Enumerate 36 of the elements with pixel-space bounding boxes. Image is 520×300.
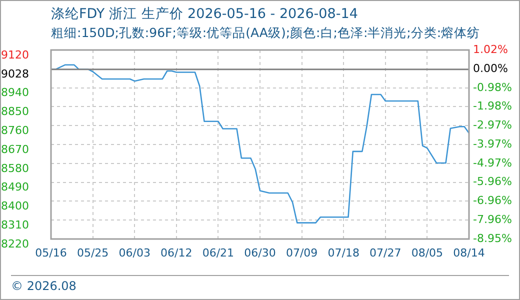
y2-tick-label: 0.00% (473, 62, 508, 76)
x-tick-label: 07/09 (286, 246, 318, 260)
y-tick-label: 8850 (1, 105, 29, 118)
y-tick-label: 8940 (1, 86, 29, 100)
y2-tick-label: -2.97% (473, 118, 512, 132)
y-tick-label: 8760 (1, 124, 29, 137)
x-tick-label: 06/03 (118, 246, 150, 260)
y2-tick-label: -8.95% (473, 232, 512, 245)
x-tick-label: 08/05 (411, 246, 444, 260)
text: © 2026.08 (11, 275, 509, 293)
y-tick-label: 8580 (1, 162, 29, 175)
y-tick-label: 8490 (1, 180, 29, 194)
x-tick-label: 07/27 (370, 246, 402, 260)
x-tick-label: 06/30 (244, 246, 276, 260)
y-tick-label: 8310 (1, 218, 29, 232)
x-tick-label: 05/16 (35, 246, 67, 260)
x-tick-label: 07/18 (328, 246, 360, 260)
x-tick-label: 05/25 (76, 246, 109, 260)
y2-tick-label: -5.96% (473, 175, 512, 188)
y2-tick-label: -0.98% (473, 80, 512, 94)
x-tick-label: 08/14 (453, 246, 485, 260)
y-tick-label: 8220 (1, 237, 29, 250)
y2-tick-label: -1.98% (473, 100, 512, 113)
y-tick-label: 8400 (1, 200, 29, 213)
y2-tick-label: -7.96% (473, 213, 512, 226)
y-tick-label: 9120 (1, 48, 29, 62)
x-tick-label: 06/21 (202, 246, 234, 260)
x-tick-label: 06/12 (160, 246, 192, 260)
y2-tick-label: -4.97% (473, 156, 512, 170)
chart-subtitle: 粗细:150D;孔数:96F;等级:优等品(AA级);颜色:白;色泽:半消光;分类:熔体纺 (51, 25, 480, 42)
chart-title: 涤纶FDY 浙江 生产价 2026-05-16 - 2026-08-14 (51, 5, 358, 23)
y2-tick-label: -3.97% (473, 137, 512, 150)
y2-tick-label: -6.96% (473, 194, 512, 208)
y-tick-label: 8670 (1, 142, 29, 156)
y2-tick-label: 1.02% (473, 42, 508, 56)
y-tick-label: 9028 (1, 68, 29, 81)
